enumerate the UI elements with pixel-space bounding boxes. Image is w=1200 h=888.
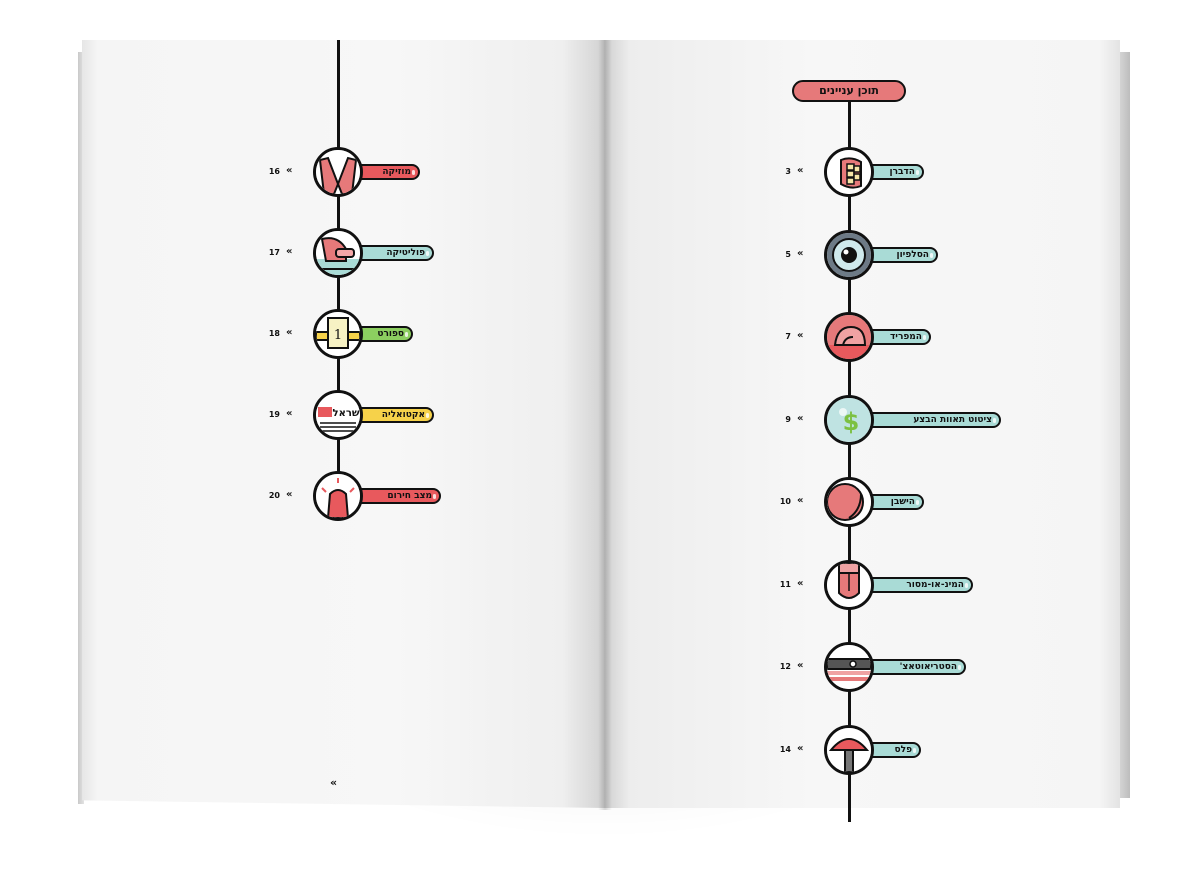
page-arrow-icon: «	[797, 330, 804, 341]
toc-entry-label-text: אקטואליה	[381, 410, 425, 420]
page-number: 18	[268, 329, 280, 338]
toc-entry-label: פלס	[867, 741, 921, 758]
toc-entry-label-text: הדברן	[889, 167, 915, 177]
pill-highlight	[958, 665, 961, 670]
page-number: 16	[268, 167, 280, 176]
page-number: 14	[779, 744, 791, 754]
pill-highlight	[433, 494, 436, 499]
dollar-icon: $	[824, 394, 874, 445]
page-number: 5	[785, 249, 791, 259]
toc-entry-label: פוליטיקה	[356, 245, 434, 261]
svg-text:1: 1	[334, 328, 342, 343]
siren-icon	[313, 471, 363, 521]
toc-entry-label-text: ספורט	[377, 329, 404, 339]
toc-entry-label: המינ-או-מסור	[867, 576, 973, 593]
page-number: 7	[785, 332, 791, 341]
toc-entry-label-text: הישבן	[890, 497, 915, 507]
page-arrow-icon: «	[797, 577, 804, 589]
pill-highlight	[916, 500, 919, 505]
book-spine	[598, 40, 612, 810]
page-number: 19	[268, 410, 280, 419]
toc-entry-label: מוזיקה	[356, 164, 420, 180]
book-edge-left	[78, 52, 84, 804]
page-arrow-icon: «	[286, 489, 293, 500]
page-number: 9	[785, 414, 791, 424]
toc-entry-label: אקטואליה	[356, 407, 434, 423]
toc-entry-label-text: מוזיקה	[382, 167, 411, 177]
pill-highlight	[993, 417, 996, 423]
toc-entry-label: הסלפיון	[867, 246, 938, 263]
eye-icon	[824, 229, 874, 280]
page-arrow-icon: «	[797, 412, 804, 424]
book-edge-right	[1118, 52, 1130, 798]
plunger-icon	[824, 724, 874, 775]
podium-icon: 1	[313, 309, 363, 359]
svg-text:שראל: שראל	[333, 408, 360, 419]
page-arrow-icon: «	[797, 247, 804, 259]
buttocks-icon	[824, 477, 874, 527]
toc-entry-label: ציטוט תאוות הבצע	[867, 411, 1001, 428]
page-arrow-icon: «	[286, 246, 293, 257]
toc-entry-label-text: פלס	[894, 744, 912, 755]
page-number: 11	[779, 579, 791, 589]
toc-entry-label: הישבן	[867, 494, 924, 510]
toc-entry-label-text: הסטריאוטאצ'	[899, 662, 957, 672]
page-number: 10	[779, 497, 791, 506]
pill-highlight	[923, 335, 926, 340]
handshake-icon	[313, 228, 363, 278]
toc-entry-label-text: מצב חירום	[387, 491, 432, 501]
toc-entry-label-text: המינ-או-מסור	[906, 579, 964, 590]
peace-sign-hand-icon	[313, 147, 363, 197]
page-arrow-icon: «	[286, 408, 293, 419]
head-icon	[824, 559, 874, 610]
page-footer-arrow: «	[330, 776, 338, 789]
pill-highlight	[913, 747, 916, 753]
toc-entry-label-text: פוליטיקה	[386, 248, 425, 258]
page-arrow-icon: «	[286, 327, 293, 338]
toc-entry-label-text: הסלפיון	[896, 249, 930, 260]
pill-highlight	[412, 170, 415, 175]
page-number: 20	[268, 491, 280, 500]
page-arrow-icon: «	[797, 742, 804, 754]
page-arrow-icon: «	[797, 165, 804, 176]
toc-entry-label: המפריד	[867, 329, 931, 345]
toc-entry-label: ספורט	[356, 326, 413, 342]
stereo-icon	[824, 642, 874, 692]
right-timeline-line	[848, 100, 851, 822]
left-timeline-line	[337, 40, 340, 518]
toc-entry-label: מצב חירום	[356, 488, 441, 504]
newspaper-icon: שראל	[313, 390, 363, 440]
pill-highlight	[405, 332, 408, 337]
toc-entry-label: הסטריאוטאצ'	[867, 659, 966, 675]
page-number: 12	[779, 662, 791, 671]
toc-entry-label-text: ציטוט תאוות הבצע	[913, 414, 992, 425]
page-arrow-icon: «	[797, 660, 804, 671]
pill-highlight	[426, 413, 429, 418]
pill-highlight	[426, 251, 429, 256]
toc-entry-label-text: המפריד	[890, 332, 922, 342]
page-number: 17	[268, 248, 280, 257]
pill-highlight	[965, 582, 968, 588]
pill-highlight	[916, 170, 919, 175]
brain-icon	[824, 312, 874, 362]
teeth-icon	[824, 147, 874, 197]
page-arrow-icon: «	[797, 495, 804, 506]
pill-highlight	[930, 252, 933, 258]
toc-entry-label: הדברן	[867, 164, 924, 180]
page-number: 3	[785, 167, 791, 176]
svg-text:$: $	[843, 408, 860, 436]
page-arrow-icon: «	[286, 165, 293, 176]
toc-title: תוכן עניינים	[792, 80, 906, 102]
